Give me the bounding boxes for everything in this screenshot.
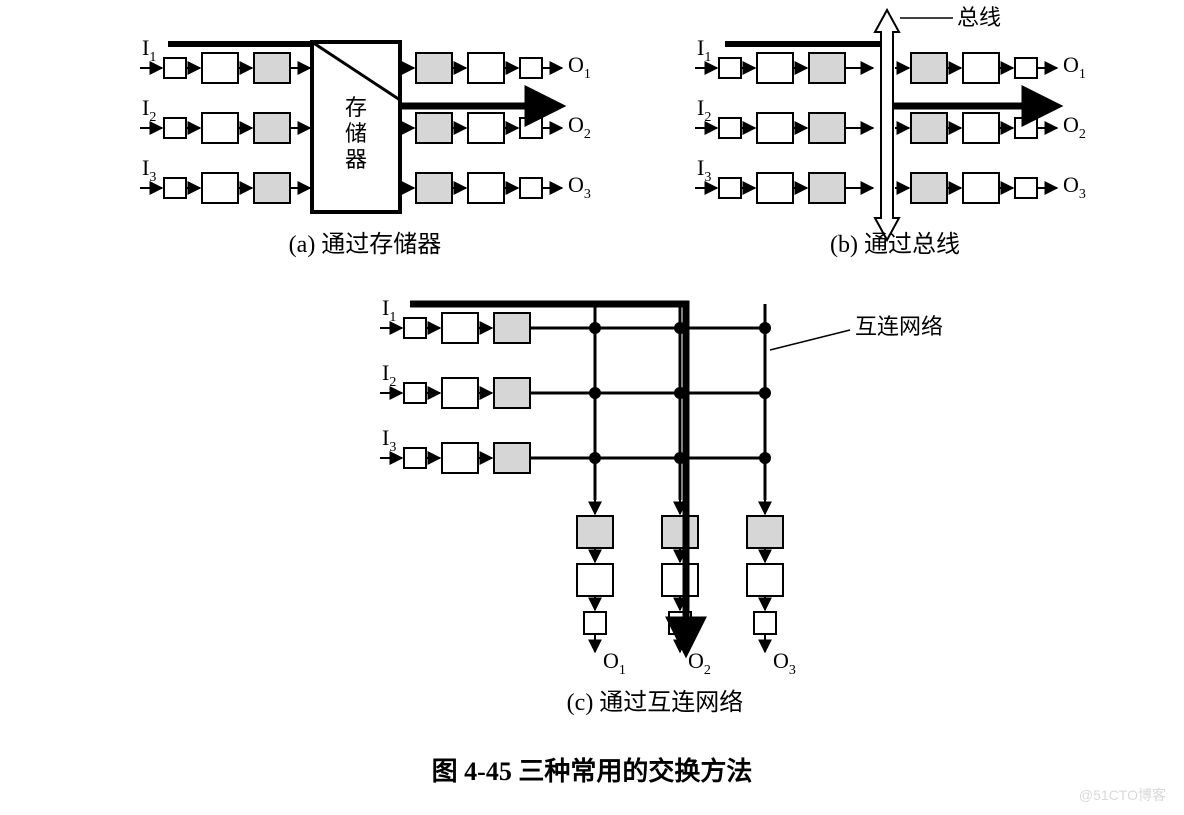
output-label: O3 bbox=[568, 172, 591, 202]
crossbar-network bbox=[530, 304, 771, 500]
panel-c-caption: (c) 通过互连网络 bbox=[567, 689, 744, 716]
input-label: I2 bbox=[142, 95, 156, 125]
svg-text:O3: O3 bbox=[1063, 172, 1086, 202]
thick-path-icon bbox=[410, 304, 686, 650]
panel-b: I1 I2 I3 总线 bbox=[695, 5, 1086, 258]
svg-text:I1: I1 bbox=[382, 295, 396, 325]
svg-text:O1: O1 bbox=[603, 648, 626, 678]
svg-text:O2: O2 bbox=[688, 648, 711, 678]
svg-text:I1: I1 bbox=[697, 35, 711, 65]
panel-a: I1 I2 I3 存储器 bbox=[140, 35, 591, 258]
input-label: I3 bbox=[142, 155, 156, 185]
network-label: 互连网络 bbox=[855, 314, 943, 339]
svg-text:I3: I3 bbox=[382, 425, 396, 455]
panel-b-caption: (b) 通过总线 bbox=[830, 231, 960, 258]
memory-label: 存储器 bbox=[345, 95, 367, 172]
input-label: I1 bbox=[142, 35, 156, 65]
svg-text:O3: O3 bbox=[773, 648, 796, 678]
svg-text:O1: O1 bbox=[1063, 52, 1086, 82]
output-label: O2 bbox=[568, 112, 591, 142]
watermark: @51CTO博客 bbox=[1079, 785, 1166, 805]
bus-label: 总线 bbox=[957, 5, 1001, 30]
svg-text:I2: I2 bbox=[697, 95, 711, 125]
svg-text:I3: I3 bbox=[697, 155, 711, 185]
figure-title: 图 4-45 三种常用的交换方法 bbox=[432, 756, 753, 786]
panel-c: I1 I2 I3 bbox=[380, 295, 943, 716]
panel-a-caption: (a) 通过存储器 bbox=[289, 231, 442, 258]
output-label: O1 bbox=[568, 52, 591, 82]
svg-text:I2: I2 bbox=[382, 360, 396, 390]
svg-text:O2: O2 bbox=[1063, 112, 1086, 142]
